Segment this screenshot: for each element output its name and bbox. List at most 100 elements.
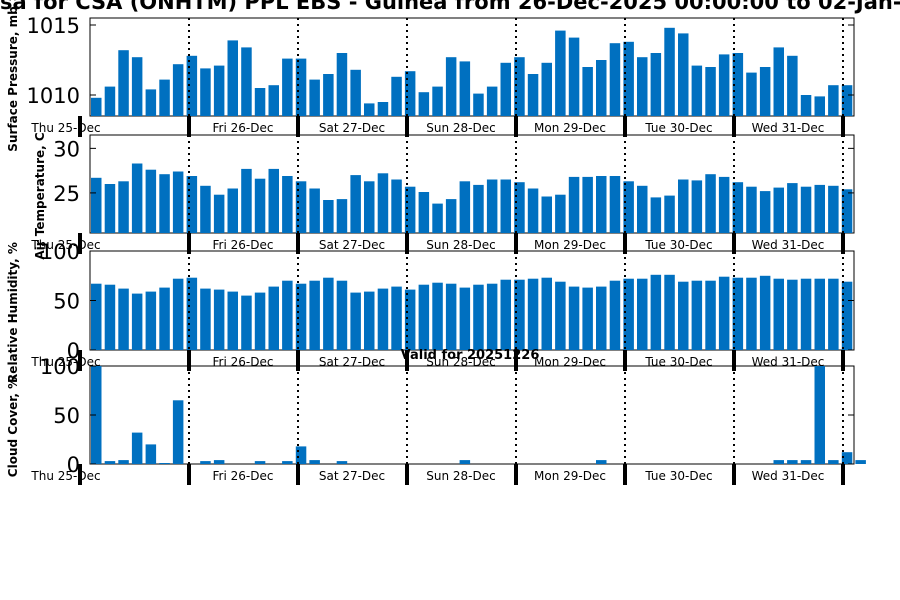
- bar: [241, 295, 252, 350]
- bar: [336, 53, 348, 116]
- bar: [91, 283, 102, 350]
- day-label: Thu 25-Dec: [30, 469, 100, 483]
- bar: [131, 163, 143, 233]
- bar: [131, 293, 143, 350]
- bar: [200, 288, 211, 350]
- bar: [732, 53, 744, 116]
- bar: [527, 188, 539, 233]
- bar: [828, 185, 839, 233]
- bar: [500, 279, 511, 350]
- bar: [800, 95, 812, 116]
- bar: [500, 179, 511, 233]
- bar: [391, 179, 402, 233]
- bar: [350, 175, 361, 233]
- bar: [773, 47, 784, 116]
- bar: [678, 33, 689, 116]
- bar: [131, 432, 143, 464]
- bar: [486, 179, 498, 233]
- bar: [159, 463, 170, 464]
- bar: [718, 276, 730, 350]
- bar: [350, 292, 361, 350]
- day-label: Fri 26-Dec: [213, 121, 274, 135]
- bar: [309, 79, 320, 116]
- bar: [118, 288, 129, 350]
- bar: [377, 173, 389, 233]
- bar: [200, 185, 211, 233]
- bar: [664, 274, 675, 350]
- day-label: Wed 31-Dec: [752, 355, 825, 369]
- bar: [500, 62, 511, 116]
- bar: [705, 67, 716, 116]
- bar: [172, 278, 184, 350]
- bar: [718, 176, 730, 233]
- bar: [596, 176, 607, 233]
- bar: [404, 289, 416, 350]
- plot-frame: [89, 365, 855, 465]
- day-label: Mon 29-Dec: [534, 469, 606, 483]
- bar: [432, 86, 443, 116]
- bar: [391, 76, 402, 116]
- day-label: Tue 30-Dec: [644, 238, 712, 252]
- bar: [432, 203, 443, 233]
- bar: [637, 57, 648, 116]
- bar: [282, 280, 293, 350]
- bar: [555, 30, 566, 117]
- bar: [691, 180, 703, 233]
- bar: [391, 286, 402, 350]
- bar: [623, 181, 634, 233]
- bar: [582, 67, 593, 116]
- bar: [227, 40, 238, 116]
- bar: [759, 67, 771, 116]
- y-axis-label: Relative Humidity, %: [6, 242, 20, 383]
- bar: [364, 103, 375, 116]
- bar: [800, 460, 812, 464]
- bar: [787, 460, 798, 464]
- bar: [596, 460, 607, 464]
- bar: [555, 194, 566, 233]
- bar: [759, 275, 771, 351]
- day-label: Thu 25-Dec: [30, 238, 100, 252]
- bar: [787, 55, 798, 116]
- chart-title: sa for CSA (ONHTM) PPL EBS - Guinea from…: [0, 0, 900, 14]
- bar: [759, 191, 771, 233]
- bar: [145, 89, 157, 116]
- bar: [309, 280, 320, 350]
- bar: [664, 27, 675, 116]
- bar: [555, 281, 566, 350]
- bar: [609, 176, 621, 233]
- bar: [404, 186, 416, 233]
- bar: [336, 280, 348, 350]
- bar: [445, 57, 457, 116]
- panel-1: 1010 1015 Surface Pressure, mb Thu 25-Dec Fr…: [6, 6, 855, 152]
- bar: [323, 200, 334, 233]
- bar: [787, 279, 798, 350]
- bar: [473, 284, 484, 350]
- bar: [364, 291, 375, 350]
- day-label: Wed 31-Dec: [752, 469, 825, 483]
- bar: [159, 174, 170, 233]
- bar: [104, 184, 116, 233]
- bar: [514, 57, 525, 116]
- bar: [582, 176, 593, 233]
- bar: [172, 64, 184, 116]
- y-tick-label: 1010: [27, 84, 80, 108]
- bar: [91, 366, 102, 464]
- bar: [459, 181, 471, 233]
- day-label: Fri 26-Dec: [213, 469, 274, 483]
- bar: [186, 176, 198, 233]
- day-label: Sun 28-Dec: [426, 469, 495, 483]
- bar: [568, 176, 580, 233]
- bar: [418, 192, 430, 233]
- bar: [418, 284, 430, 350]
- bar: [186, 55, 198, 116]
- bar: [418, 92, 430, 116]
- bar: [800, 278, 812, 350]
- bar: [746, 186, 757, 233]
- bar: [596, 60, 607, 116]
- bar: [637, 185, 648, 233]
- bar: [295, 181, 307, 233]
- bar: [213, 65, 225, 116]
- bar: [91, 177, 102, 233]
- bar: [814, 278, 825, 350]
- bar: [254, 178, 266, 233]
